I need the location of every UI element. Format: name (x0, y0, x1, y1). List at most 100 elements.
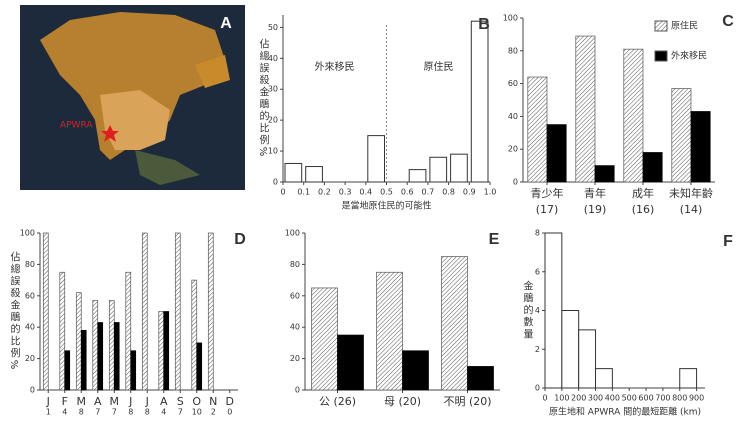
bar (441, 256, 468, 391)
bar (642, 152, 663, 183)
x-tick-label: 青少年 (531, 186, 564, 200)
x-tick-note: (14) (680, 203, 703, 216)
y-tick-label: 60 (25, 291, 35, 300)
x-tick-label: 0.7 (422, 188, 435, 197)
y-tick-label: 80 (290, 260, 300, 269)
x-tick-label: 800 (672, 394, 687, 403)
bar (367, 135, 385, 183)
bar (408, 169, 427, 183)
y-tick-label: 0 (273, 178, 278, 187)
bar (163, 311, 170, 391)
x-tick-label: A (94, 395, 102, 408)
x-tick-label: J (46, 395, 50, 408)
legend-label: 原住民 (671, 20, 698, 32)
map-label: APWRA (60, 121, 93, 131)
x-tick-label: 0.9 (463, 188, 476, 197)
bar (125, 271, 132, 391)
y-tick-label: 20 (25, 354, 35, 363)
panel-label: A (220, 15, 232, 32)
x-tick-label: N (209, 395, 217, 408)
x-tick-note: 7 (112, 408, 117, 417)
x-tick-note: 8 (79, 408, 84, 417)
panel-label: B (478, 16, 490, 33)
legend-label: 外來移民 (671, 50, 707, 62)
x-axis-label: 原生地和 APWRA 間的最短距離 (km) (549, 406, 701, 418)
x-tick-label: J (145, 395, 149, 408)
x-tick-label: 0.2 (318, 188, 331, 197)
bar (311, 287, 338, 391)
y-axis-label: 佔總誤殺金鵰的比例% (257, 38, 269, 159)
bar (671, 88, 692, 183)
x-tick-label: M (77, 395, 87, 408)
bar (467, 366, 494, 391)
bar (690, 111, 711, 183)
y-tick-label: 40 (290, 323, 300, 332)
panel-label: E (489, 231, 500, 248)
bar (92, 300, 99, 391)
y-tick-label: 40 (268, 54, 278, 63)
x-tick-label: 未知年齡 (669, 186, 713, 200)
y-tick-label: 60 (508, 79, 518, 88)
x-tick-label: 0.5 (380, 188, 393, 197)
x-tick-label: 0.8 (442, 188, 455, 197)
bar (578, 329, 597, 389)
bar (284, 162, 303, 183)
bar (305, 166, 323, 183)
x-tick-note: 8 (128, 408, 133, 417)
x-tick-note: (16) (632, 203, 655, 216)
bar (470, 20, 489, 183)
x-tick-note: 7 (178, 408, 183, 417)
panel-label: C (722, 13, 734, 30)
y-tick-label: 10 (268, 147, 278, 156)
x-tick-label: 1.0 (484, 188, 497, 197)
x-tick-label: 青年 (584, 186, 606, 200)
y-tick-label: 0 (30, 386, 35, 395)
annotation: 原住民 (424, 60, 454, 73)
bar (174, 232, 181, 391)
x-tick-label: 公 (26) (319, 395, 356, 408)
x-tick-label: 500 (622, 394, 637, 403)
x-tick-label: 0 (280, 188, 285, 197)
bar (97, 322, 104, 391)
y-tick-label: 100 (503, 14, 518, 23)
bar (196, 342, 203, 391)
x-tick-label: 700 (655, 394, 670, 403)
legend-swatch (654, 50, 668, 62)
bar (376, 271, 403, 391)
x-tick-note: 4 (62, 408, 67, 417)
x-tick-note: 10 (192, 408, 202, 417)
y-tick-label: 100 (285, 229, 300, 238)
x-tick-label: 0.1 (297, 188, 310, 197)
x-tick-note: 1 (46, 408, 51, 417)
x-axis-label: 是當地原住民的可能性 (341, 200, 431, 212)
y-tick-label: 20 (508, 145, 518, 154)
x-tick-label: A (160, 395, 168, 408)
x-tick-label: 900 (689, 394, 704, 403)
bar (544, 232, 563, 389)
bar (527, 76, 548, 183)
legend-swatch (654, 20, 668, 32)
y-tick-label: 6 (535, 267, 540, 276)
x-tick-note: 7 (95, 408, 100, 417)
bar (450, 153, 468, 183)
bar (594, 165, 615, 183)
x-tick-label: J (128, 395, 132, 408)
bar (337, 334, 364, 391)
y-tick-label: 4 (535, 306, 540, 315)
y-tick-label: 50 (268, 23, 278, 32)
y-tick-label: 40 (508, 112, 518, 121)
bar (623, 48, 644, 183)
annotation: 外來移民 (315, 60, 355, 73)
y-tick-label: 80 (508, 46, 518, 55)
x-tick-label: M (110, 395, 120, 408)
bar (42, 232, 49, 391)
bar (595, 368, 613, 389)
y-axis-label: 佔總誤殺金鵰的比例% (8, 251, 20, 372)
y-tick-label: 100 (20, 229, 35, 238)
x-tick-label: F (62, 395, 68, 408)
x-tick-note: 2 (211, 408, 216, 417)
x-tick-label: 600 (638, 394, 653, 403)
bar (191, 279, 198, 391)
y-tick-label: 0 (535, 384, 540, 393)
